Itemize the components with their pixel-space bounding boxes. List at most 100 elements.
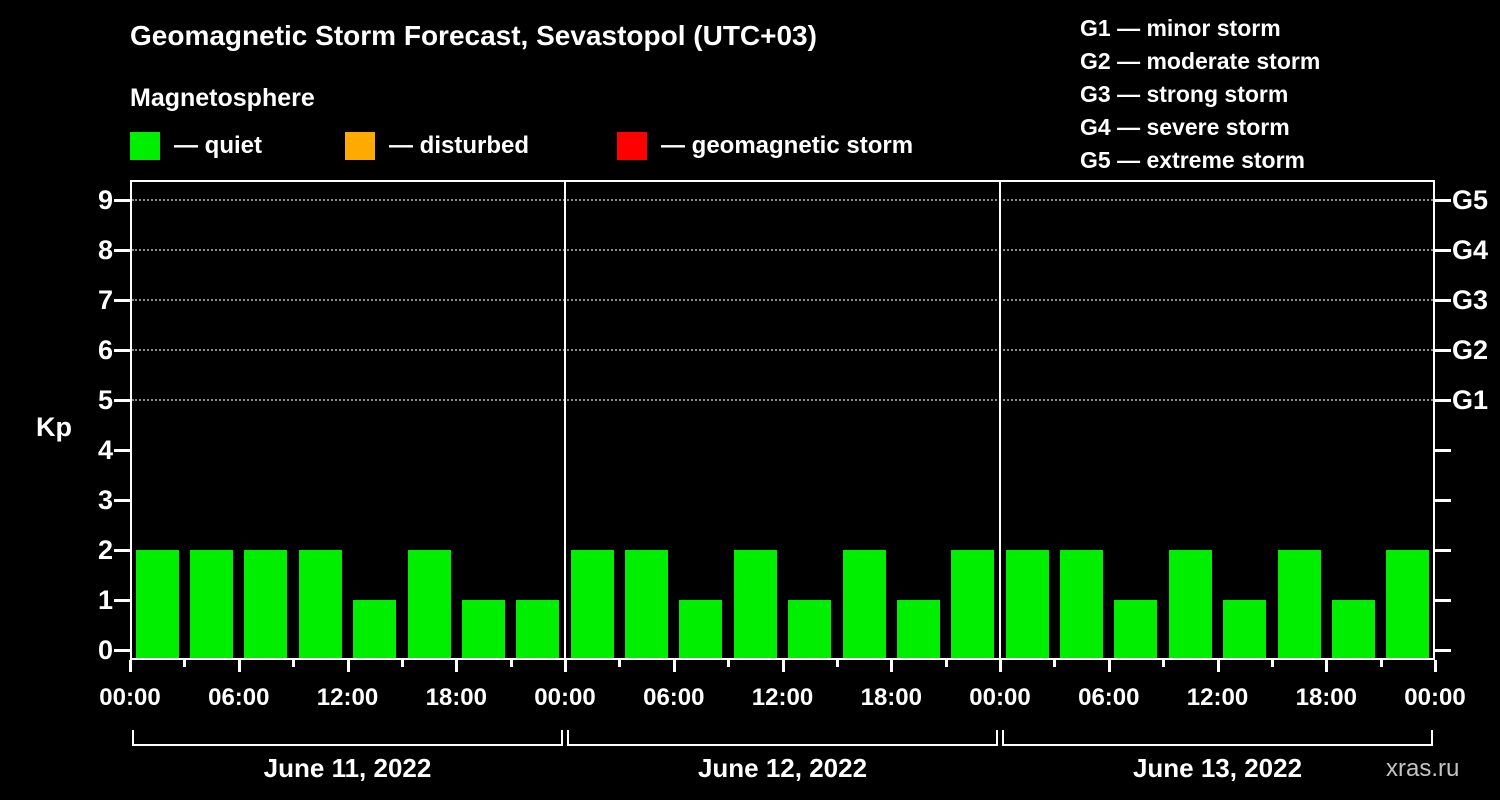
x-axis-label: 06:00 bbox=[643, 684, 705, 711]
x-axis-tick-major bbox=[237, 660, 241, 672]
kp-bar bbox=[896, 600, 940, 658]
legend-item-disturbed: — disturbed bbox=[345, 130, 529, 162]
y-axis-tick-right bbox=[1435, 199, 1451, 202]
y-axis-label: 2 bbox=[97, 535, 113, 565]
g-axis-label-G1: G1 bbox=[1452, 385, 1489, 415]
x-axis-tick-minor bbox=[944, 660, 948, 667]
kp-bar bbox=[842, 550, 886, 658]
x-axis-tick-major bbox=[781, 660, 785, 672]
x-axis-tick-major bbox=[1434, 660, 1437, 672]
kp-bar bbox=[788, 600, 832, 658]
x-axis-label: 12:00 bbox=[1186, 684, 1249, 711]
g-axis-label-G3: G3 bbox=[1452, 285, 1489, 315]
g-axis-label-G4: G4 bbox=[1452, 235, 1489, 265]
date-label: June 13, 2022 bbox=[1132, 753, 1303, 783]
y-axis-label: 8 bbox=[97, 235, 113, 265]
y-axis-label: 7 bbox=[97, 285, 113, 315]
x-axis-tick-minor bbox=[618, 660, 622, 667]
kp-bar bbox=[407, 550, 451, 658]
x-axis-tick-major bbox=[346, 660, 350, 672]
y-axis-tick-right bbox=[1435, 549, 1451, 552]
x-axis-label: 12:00 bbox=[751, 684, 814, 711]
gridline-kp8 bbox=[132, 249, 1433, 251]
y-axis-label: 5 bbox=[97, 385, 113, 415]
kp-bar bbox=[1277, 550, 1321, 658]
x-axis-tick-major bbox=[455, 660, 459, 672]
x-axis-tick-major bbox=[1325, 660, 1329, 672]
y-axis-tick-right bbox=[1435, 649, 1451, 652]
g-scale-item-5: G5 — extreme storm bbox=[1080, 147, 1305, 173]
g-axis-label-G2: G2 bbox=[1452, 335, 1489, 365]
x-axis-tick-minor bbox=[727, 660, 731, 667]
kp-bar bbox=[1386, 550, 1430, 658]
kp-bar bbox=[516, 600, 560, 658]
g-axis-label-G5: G5 bbox=[1452, 185, 1489, 215]
day-bracket bbox=[132, 730, 563, 746]
x-axis-tick-major bbox=[1216, 660, 1220, 672]
legend-item-quiet: — quiet bbox=[130, 130, 262, 162]
x-axis-tick-minor bbox=[292, 660, 296, 667]
x-axis-label: 00:00 bbox=[1404, 684, 1466, 711]
x-axis-tick-major bbox=[890, 660, 894, 672]
y-axis-title: Kp bbox=[36, 412, 72, 442]
y-axis-tick bbox=[114, 499, 130, 502]
y-axis-tick bbox=[114, 399, 130, 402]
kp-bar bbox=[353, 600, 397, 658]
kp-bar bbox=[1114, 600, 1158, 658]
plot-frame bbox=[130, 180, 1435, 660]
day-bracket bbox=[567, 730, 998, 746]
kp-bar bbox=[1060, 550, 1104, 658]
y-axis-label: 1 bbox=[97, 585, 113, 615]
date-label: June 11, 2022 bbox=[263, 753, 432, 783]
y-axis-label: 3 bbox=[97, 485, 113, 515]
day-separator bbox=[999, 180, 1001, 660]
g-scale-item-4: G4 — severe storm bbox=[1080, 114, 1290, 140]
x-axis-label: 12:00 bbox=[316, 684, 379, 711]
kp-bar bbox=[1331, 600, 1375, 658]
x-axis-tick-minor bbox=[183, 660, 187, 667]
g-scale-item-1: G1 — minor storm bbox=[1080, 15, 1281, 41]
kp-bar bbox=[190, 550, 234, 658]
x-axis-tick-minor bbox=[1162, 660, 1166, 667]
x-axis-tick-major bbox=[1107, 660, 1111, 672]
gridline-kp6 bbox=[132, 349, 1433, 351]
y-axis-tick bbox=[114, 249, 130, 252]
x-axis-tick-major bbox=[564, 660, 567, 672]
g-scale-legend: G1 — minor storm G2 — moderate storm G3 — … bbox=[1080, 12, 1320, 177]
x-axis-label: 18:00 bbox=[1295, 684, 1357, 711]
y-axis-tick-right bbox=[1435, 299, 1451, 302]
y-axis-tick bbox=[114, 649, 130, 652]
legend-label-geomagnetic-storm: — geomagnetic storm bbox=[661, 132, 914, 159]
y-axis-tick-right bbox=[1435, 599, 1451, 602]
legend-label-disturbed: — disturbed bbox=[389, 132, 530, 159]
kp-bar bbox=[733, 550, 777, 658]
y-axis-tick bbox=[114, 599, 130, 602]
kp-bar bbox=[461, 600, 505, 658]
x-axis-tick-minor bbox=[1053, 660, 1057, 667]
kp-bar bbox=[951, 550, 995, 658]
kp-bar bbox=[1168, 550, 1212, 658]
kp-bar bbox=[298, 550, 342, 658]
legend-label-quiet: — quiet bbox=[174, 132, 262, 159]
kp-bar bbox=[625, 550, 669, 658]
x-axis-label: 18:00 bbox=[860, 684, 922, 711]
date-label: June 12, 2022 bbox=[697, 753, 868, 783]
g-scale-item-2: G2 — moderate storm bbox=[1080, 48, 1321, 74]
y-axis-tick bbox=[114, 549, 130, 552]
kp-bar bbox=[135, 550, 179, 658]
x-axis-tick-major bbox=[129, 660, 132, 672]
gridline-kp7 bbox=[132, 299, 1433, 301]
kp-bar bbox=[244, 550, 288, 658]
kp-bar bbox=[1005, 550, 1049, 658]
x-axis-label: 06:00 bbox=[208, 684, 270, 711]
y-axis-tick-right bbox=[1435, 249, 1451, 252]
y-axis-label: 6 bbox=[97, 335, 113, 365]
x-axis-label: 00:00 bbox=[534, 684, 596, 711]
y-axis-label: 9 bbox=[97, 185, 113, 215]
gridline-kp5 bbox=[132, 399, 1433, 401]
y-axis-tick bbox=[114, 199, 130, 202]
y-axis-tick bbox=[114, 299, 130, 302]
x-axis-label: 06:00 bbox=[1078, 684, 1140, 711]
page-title: Geomagnetic Storm Forecast, Sevastopol (… bbox=[130, 20, 817, 51]
